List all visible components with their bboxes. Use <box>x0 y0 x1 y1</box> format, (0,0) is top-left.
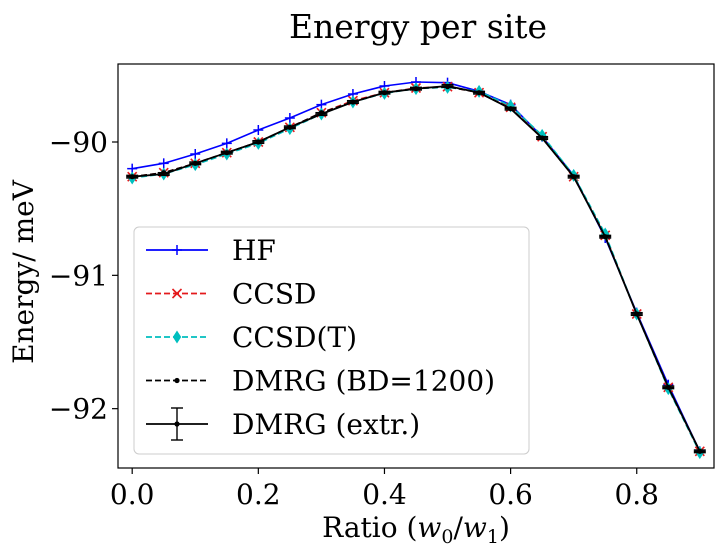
x-axis-label-var2: w <box>463 511 487 544</box>
series-1-point <box>190 149 201 159</box>
legend-marker <box>171 288 183 299</box>
legend-marker-b <box>171 288 183 299</box>
series-5-errorbar <box>504 106 517 111</box>
x-tick-label: 0.2 <box>236 478 281 511</box>
legend-entry-5: DMRG (extr.) <box>146 407 420 441</box>
x-tick-label: 0.0 <box>110 478 155 511</box>
series-5-errorbar <box>378 90 391 95</box>
x-axis-label-suffix: ) <box>499 511 510 544</box>
x-axis-label: Ratio (w0/w1) <box>322 511 510 548</box>
series-5-errorbar <box>157 171 170 177</box>
legend: HF CCSD CCSD(T) DMRG (BD=1200) DMRG (extr.) <box>133 226 530 455</box>
series-5-errorbar <box>126 174 139 179</box>
legend-entry-4: DMRG (BD=1200) <box>146 365 495 398</box>
series-5-errorbar <box>441 83 454 89</box>
legend-entry-2: CCSD <box>146 278 316 311</box>
legend-label: CCSD <box>232 278 316 311</box>
x-tick-label: 0.8 <box>614 478 659 511</box>
series-5-errorbar <box>410 86 422 91</box>
series-5-errorbar <box>630 311 643 317</box>
legend-box <box>133 226 530 455</box>
legend-entry-1: HF <box>146 234 276 267</box>
x-axis-label-sub2: 1 <box>487 526 499 548</box>
plot-frame <box>117 63 715 469</box>
legend-label: DMRG (extr.) <box>232 408 420 441</box>
series-5-errorbar <box>473 90 486 95</box>
legend-entry-3: CCSD(T) <box>146 321 357 354</box>
y-tick-label: −90 <box>49 126 108 159</box>
series-1-point <box>284 113 295 123</box>
series-5-errorbar <box>252 139 265 145</box>
legend-entries: HF CCSD CCSD(T) DMRG (BD=1200) DMRG (extr.) <box>146 234 495 441</box>
legend-marker <box>172 330 182 344</box>
legend-marker <box>172 245 182 255</box>
series-5-errorbar <box>346 99 359 105</box>
series-5-errorbar <box>189 161 202 166</box>
x-axis-ticks: 0.0 0.2 0.4 0.6 0.8 <box>110 468 659 511</box>
x-axis-label-sub1: 0 <box>441 526 453 548</box>
series-5-errorbar <box>220 150 233 155</box>
y-tick-label: −92 <box>49 393 108 426</box>
x-axis-label-var1: w <box>417 511 441 544</box>
y-axis-label: Energy/ meV <box>7 179 40 364</box>
chart-title: Energy per site <box>289 7 547 46</box>
series-5-errorbar <box>662 385 675 390</box>
series-1-point <box>253 125 264 135</box>
y-axis-ticks: −92 −91 −90 <box>49 126 118 426</box>
y-tick-label: −91 <box>49 259 108 292</box>
legend-label: CCSD(T) <box>232 321 357 354</box>
series-3-point <box>601 227 610 241</box>
series-5-errorbar <box>283 125 296 130</box>
series-5-errorbar <box>536 135 549 141</box>
legend-marker <box>174 421 180 427</box>
series-1-point <box>158 158 169 169</box>
x-axis-label-prefix: Ratio ( <box>322 511 417 544</box>
series-5-errorbar <box>693 449 706 454</box>
series-5-errorbar <box>567 174 580 179</box>
legend-label: DMRG (BD=1200) <box>232 365 495 398</box>
series-layer <box>126 77 706 460</box>
legend-label: HF <box>232 234 276 267</box>
x-tick-label: 0.4 <box>362 478 407 511</box>
x-tick-label: 0.6 <box>488 478 533 511</box>
series-5 <box>126 83 706 454</box>
series-1-point <box>221 138 232 149</box>
series-5-errorbar <box>315 111 328 117</box>
x-axis-label-slash: / <box>453 511 463 544</box>
legend-marker <box>174 377 180 384</box>
series-5-errorbar <box>599 234 612 239</box>
